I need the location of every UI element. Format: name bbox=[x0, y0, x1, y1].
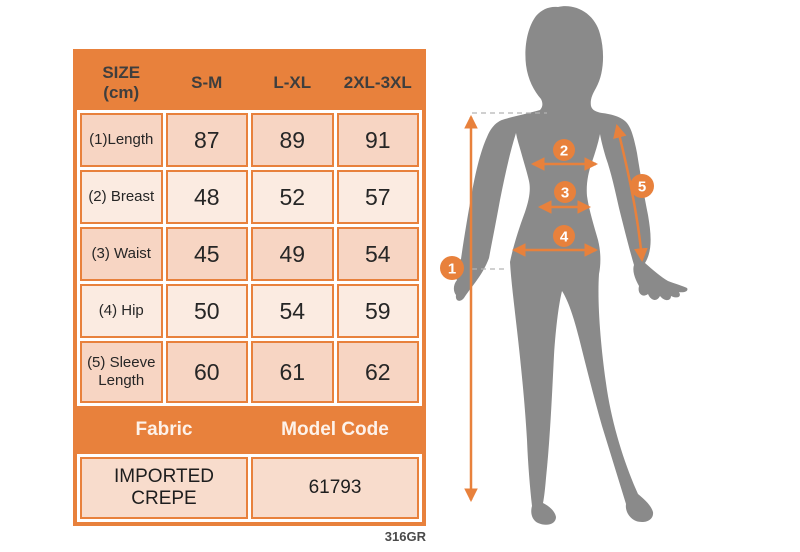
body-silhouette-image bbox=[453, 6, 688, 525]
breast-lxl: 52 bbox=[251, 170, 334, 224]
badge-circle-4 bbox=[553, 225, 575, 247]
badge-number-5: 5 bbox=[638, 178, 646, 195]
breast-2xl3xl: 57 bbox=[336, 170, 419, 224]
size-header-row: SIZE (cm) S-M L-XL 2XL-3XL bbox=[80, 56, 419, 110]
badge-number-2: 2 bbox=[560, 142, 568, 159]
waist-sm: 45 bbox=[165, 227, 248, 281]
measure-badge-2: 2 bbox=[553, 139, 575, 161]
measure-badge-3: 3 bbox=[554, 181, 576, 203]
size-unit-line1: SIZE bbox=[102, 63, 141, 83]
length-lxl: 89 bbox=[251, 113, 334, 167]
size-chart-table: SIZE (cm) S-M L-XL 2XL-3XL (1)Length 87 … bbox=[73, 49, 426, 526]
size-header-sm: S-M bbox=[165, 56, 248, 110]
size-unit-line2: (cm) bbox=[103, 83, 140, 102]
table-row-breast: (2) Breast 48 52 57 bbox=[80, 170, 419, 224]
table-row-sleeve: (5) Sleeve Length 60 61 62 bbox=[80, 341, 419, 403]
table-row-length: (1)Length 87 89 91 bbox=[80, 113, 419, 167]
style-code-label: 316GR bbox=[384, 529, 426, 544]
hip-2xl3xl: 59 bbox=[336, 284, 419, 338]
sleeve-lxl: 61 bbox=[251, 341, 334, 403]
breast-sm: 48 bbox=[165, 170, 248, 224]
sleeve-sm: 60 bbox=[165, 341, 248, 403]
badge-number-1: 1 bbox=[448, 260, 456, 277]
badge-number-3: 3 bbox=[561, 184, 569, 201]
row-label-hip: (4) Hip bbox=[80, 284, 163, 338]
hip-lxl: 54 bbox=[251, 284, 334, 338]
measure-badge-1: 1 bbox=[440, 256, 464, 280]
badge-circle-3 bbox=[554, 181, 576, 203]
length-2xl3xl: 91 bbox=[336, 113, 419, 167]
hip-sm: 50 bbox=[165, 284, 248, 338]
badge-number-4: 4 bbox=[560, 228, 569, 245]
row-label-length: (1)Length bbox=[80, 113, 163, 167]
measure-badge-5: 5 bbox=[630, 174, 654, 198]
info-header-row: Fabric Model Code bbox=[80, 406, 419, 454]
sleeve-2xl3xl: 62 bbox=[336, 341, 419, 403]
size-header-2xl3xl: 2XL-3XL bbox=[336, 56, 419, 110]
waist-lxl: 49 bbox=[251, 227, 334, 281]
row-label-breast: (2) Breast bbox=[80, 170, 163, 224]
table-row-waist: (3) Waist 45 49 54 bbox=[80, 227, 419, 281]
size-header-lxl: L-XL bbox=[251, 56, 334, 110]
row-label-sleeve: (5) Sleeve Length bbox=[80, 341, 163, 403]
model-code-value: 61793 bbox=[251, 457, 419, 519]
fabric-value: IMPORTED CREPE bbox=[80, 457, 248, 519]
badge-circle-5 bbox=[630, 174, 654, 198]
length-sm: 87 bbox=[165, 113, 248, 167]
measure-badge-4: 4 bbox=[553, 225, 575, 247]
model-code-header: Model Code bbox=[251, 406, 419, 454]
fabric-header: Fabric bbox=[80, 406, 248, 454]
waist-2xl3xl: 54 bbox=[336, 227, 419, 281]
badge-circle-2 bbox=[553, 139, 575, 161]
row-label-waist: (3) Waist bbox=[80, 227, 163, 281]
size-unit-header: SIZE (cm) bbox=[80, 56, 163, 110]
info-values-row: IMPORTED CREPE 61793 bbox=[80, 457, 419, 519]
badge-circle-1 bbox=[440, 256, 464, 280]
table-row-hip: (4) Hip 50 54 59 bbox=[80, 284, 419, 338]
